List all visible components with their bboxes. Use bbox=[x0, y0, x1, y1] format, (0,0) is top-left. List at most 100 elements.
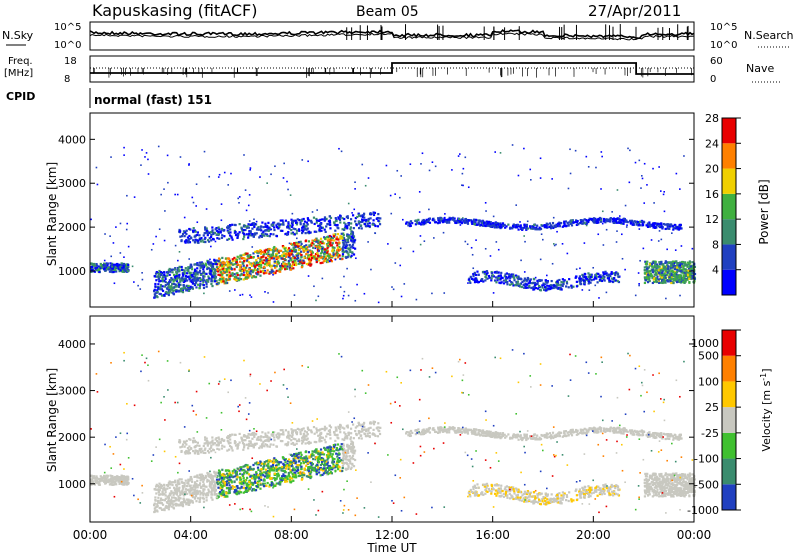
power-cell bbox=[105, 268, 109, 271]
power-cell bbox=[553, 224, 556, 227]
power-cell bbox=[193, 269, 197, 273]
power-cell bbox=[221, 256, 224, 260]
power-cell bbox=[671, 225, 675, 228]
power-cell bbox=[247, 261, 251, 264]
velocity-cell bbox=[220, 494, 223, 497]
power-noise bbox=[238, 201, 240, 204]
power-noise bbox=[680, 245, 683, 247]
velocity-cell bbox=[111, 477, 114, 481]
power-cell bbox=[309, 260, 312, 263]
power-cell bbox=[282, 252, 286, 255]
velocity-cell bbox=[183, 484, 186, 487]
power-cell bbox=[307, 230, 311, 233]
power-cell bbox=[545, 286, 548, 289]
power-cell bbox=[254, 263, 257, 266]
power-cell bbox=[490, 271, 494, 275]
power-cell bbox=[234, 230, 237, 234]
power-cell bbox=[692, 264, 695, 267]
power-cell bbox=[252, 235, 255, 238]
power-cell bbox=[352, 246, 355, 249]
power-cell bbox=[273, 228, 276, 232]
power-cell bbox=[680, 271, 683, 274]
velocity-cell bbox=[260, 472, 264, 475]
power-cell bbox=[260, 256, 263, 259]
power-cell bbox=[196, 271, 199, 274]
power-cell bbox=[159, 279, 162, 283]
power-cell bbox=[526, 283, 529, 286]
power-cell bbox=[356, 215, 359, 219]
power-cell bbox=[664, 274, 667, 277]
velocity-cell bbox=[303, 474, 306, 477]
power-cell bbox=[315, 221, 318, 224]
power-cell bbox=[268, 255, 272, 258]
power-cell bbox=[304, 240, 307, 243]
power-cell bbox=[264, 222, 267, 225]
power-cell bbox=[262, 251, 265, 254]
power-cell bbox=[273, 266, 277, 269]
power-cell bbox=[211, 275, 214, 278]
power-cell bbox=[280, 257, 283, 260]
power-cell bbox=[242, 267, 246, 270]
velocity-cell bbox=[343, 450, 346, 453]
power-cell bbox=[486, 277, 489, 280]
power-cell bbox=[297, 252, 300, 255]
power-cell bbox=[181, 289, 185, 292]
power-cell bbox=[212, 271, 215, 274]
power-noise bbox=[205, 208, 208, 210]
power-cell bbox=[276, 255, 280, 259]
velocity-cell bbox=[309, 467, 312, 470]
velocity-cell bbox=[317, 468, 321, 471]
power-cell bbox=[95, 264, 99, 267]
power-cell bbox=[513, 277, 516, 280]
power-cell bbox=[358, 214, 361, 217]
power-cell bbox=[163, 273, 166, 276]
power-cell bbox=[644, 279, 647, 282]
power-cell bbox=[317, 239, 320, 242]
power-cell bbox=[325, 225, 328, 228]
power-cell bbox=[249, 254, 252, 257]
power-cell bbox=[211, 229, 214, 232]
power-noise bbox=[249, 167, 252, 169]
power-noise bbox=[556, 230, 558, 233]
power-cell bbox=[181, 232, 185, 236]
velocity-cell bbox=[297, 468, 300, 472]
power-cell bbox=[184, 241, 187, 244]
power-noise bbox=[534, 276, 537, 279]
power-cell bbox=[685, 270, 688, 274]
power-cell bbox=[345, 243, 348, 247]
velocity-cell bbox=[286, 460, 289, 463]
velocity-cell bbox=[312, 454, 315, 457]
power-cell bbox=[348, 243, 351, 247]
power-cell bbox=[305, 225, 308, 228]
power-cell bbox=[690, 267, 694, 270]
velocity-cell bbox=[155, 483, 158, 486]
power-cell bbox=[409, 220, 413, 223]
power-cell bbox=[193, 229, 196, 232]
power-cell bbox=[376, 225, 380, 228]
power-cell bbox=[536, 228, 539, 231]
power-cell bbox=[607, 276, 611, 280]
y-tick-label: 1000 bbox=[58, 265, 86, 278]
power-cell bbox=[337, 216, 340, 219]
power-cell bbox=[310, 263, 313, 266]
power-cell bbox=[177, 289, 180, 293]
power-cell bbox=[224, 263, 227, 266]
colorbar-segment bbox=[722, 118, 736, 144]
velocity-cell bbox=[304, 450, 307, 454]
power-noise bbox=[250, 296, 253, 298]
power-cell bbox=[492, 222, 495, 225]
power-cell bbox=[284, 232, 287, 236]
power-cell bbox=[190, 276, 193, 279]
velocity-cell bbox=[196, 489, 199, 492]
power-cell bbox=[168, 267, 171, 271]
power-noise bbox=[418, 211, 421, 213]
power-cell bbox=[560, 288, 563, 291]
power-cell bbox=[645, 268, 649, 271]
power-cell bbox=[508, 279, 511, 282]
power-cell bbox=[676, 226, 679, 229]
power-cell bbox=[321, 218, 324, 221]
power-cell bbox=[174, 267, 177, 270]
power-cell bbox=[657, 225, 660, 228]
power-cell bbox=[305, 253, 308, 256]
power-cell bbox=[224, 282, 227, 285]
